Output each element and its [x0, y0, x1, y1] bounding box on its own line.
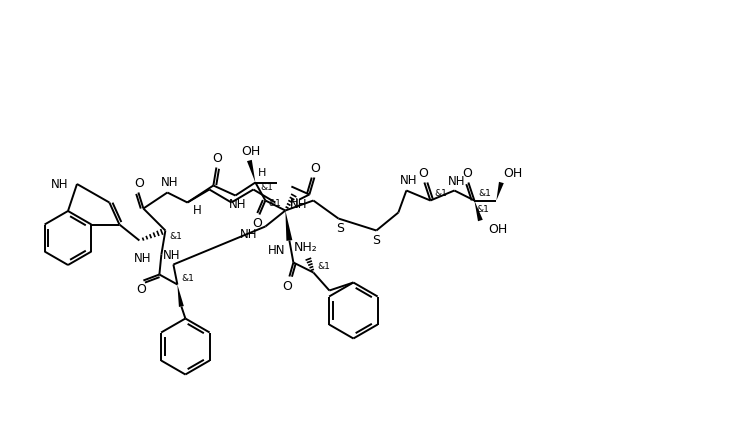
Text: O: O	[463, 167, 472, 180]
Text: O: O	[283, 280, 292, 293]
Text: O: O	[136, 283, 146, 296]
Polygon shape	[285, 211, 292, 241]
Text: HN: HN	[268, 244, 285, 257]
Polygon shape	[474, 200, 483, 221]
Text: &1: &1	[269, 199, 281, 208]
Text: H: H	[289, 199, 298, 209]
Text: O: O	[135, 177, 144, 190]
Polygon shape	[247, 160, 255, 182]
Text: S: S	[373, 234, 381, 247]
Text: H: H	[258, 169, 266, 178]
Text: OH: OH	[488, 223, 507, 236]
Polygon shape	[496, 182, 504, 200]
Text: &1: &1	[479, 189, 491, 198]
Polygon shape	[177, 285, 184, 307]
Text: NH: NH	[448, 175, 465, 188]
Text: &1: &1	[169, 232, 182, 241]
Text: O: O	[419, 167, 428, 180]
Text: NH: NH	[240, 228, 258, 241]
Text: H: H	[193, 204, 201, 217]
Text: NH: NH	[163, 249, 180, 262]
Text: &1: &1	[434, 189, 447, 198]
Text: NH: NH	[160, 176, 178, 189]
Text: NH: NH	[228, 198, 246, 211]
Text: O: O	[310, 162, 321, 175]
Text: NH: NH	[289, 198, 307, 211]
Text: NH: NH	[400, 174, 417, 187]
Text: O: O	[212, 152, 223, 165]
Text: &1: &1	[182, 274, 194, 283]
Text: &1: &1	[261, 183, 273, 192]
Text: &1: &1	[318, 262, 330, 271]
Text: O: O	[253, 217, 262, 230]
Text: &1: &1	[477, 205, 489, 214]
Text: OH: OH	[504, 167, 523, 180]
Text: S: S	[337, 222, 344, 235]
Text: NH₂: NH₂	[294, 241, 317, 254]
Text: NH: NH	[51, 178, 68, 191]
Text: OH: OH	[241, 145, 260, 158]
Text: NH: NH	[134, 252, 152, 265]
